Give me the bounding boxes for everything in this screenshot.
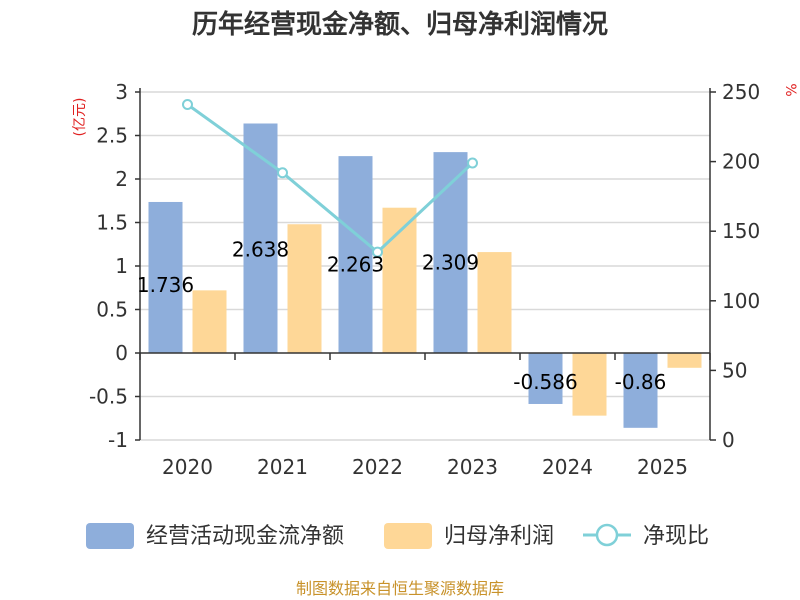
ratio-point: [182, 99, 193, 111]
cashflow-value-label: -0.586: [513, 370, 577, 394]
cashflow-value-label: 2.638: [232, 238, 289, 262]
legend-label-ratio: 净现比: [643, 524, 709, 549]
y-tick-label: -1: [108, 428, 128, 452]
y2-tick-label: 0: [722, 428, 735, 452]
y-tick-label: 2: [115, 167, 128, 191]
y2-tick-label: 250: [722, 80, 760, 104]
cashflow-bar: [243, 123, 278, 353]
netprofit-bar: [572, 353, 607, 416]
cashflow-bar: [623, 353, 658, 428]
cashflow-value-label: 1.736: [137, 273, 194, 297]
x-tick-label: 2023: [447, 455, 498, 479]
x-tick-label: 2024: [542, 455, 593, 479]
y2-tick-label: 50: [722, 358, 747, 382]
y-tick-label: 2.5: [96, 124, 128, 148]
y-tick-label: 1.5: [96, 211, 128, 235]
x-tick-label: 2021: [257, 455, 308, 479]
source-note: 制图数据来自恒生聚源数据库: [296, 579, 504, 598]
ratio-point: [372, 246, 383, 258]
y2-tick-label: 100: [722, 289, 760, 313]
x-tick-label: 2020: [162, 455, 213, 479]
legend-label-netprofit: 归母净利润: [444, 524, 554, 549]
netprofit-bar: [287, 224, 322, 353]
ratio-point: [467, 157, 478, 169]
netprofit-bar: [477, 252, 512, 353]
y-tick-label: 3: [115, 80, 128, 104]
netprofit-bar: [667, 353, 702, 368]
cashflow-bar: [338, 156, 373, 353]
legend-swatch-cashflow: [86, 523, 134, 549]
axes-layer: 3 2.5 2 1.5 1 0.5 0 -0.5 -1 250 200 150 100 50 0 2020 20…: [89, 80, 760, 479]
cashflow-value-label: 2.263: [327, 252, 384, 276]
y2-tick-label: 200: [722, 150, 760, 174]
ratio-line: [186, 103, 474, 255]
chart-title: 历年经营现金净额、归母净利润情况: [192, 9, 608, 40]
y-tick-label: 1: [115, 254, 128, 278]
gridlines: [140, 91, 710, 441]
left-axis-unit: (亿元): [72, 98, 88, 137]
y2-tick-label: 150: [722, 219, 760, 243]
cashflow-value-label: -0.86: [615, 370, 667, 394]
y-tick-label: 0.5: [96, 298, 128, 322]
cashflow-bar: [528, 353, 563, 404]
data-labels-layer: 1.736 2.638 2.263 2.309 -0.586 -0.86: [137, 238, 667, 394]
x-tick-label: 2025: [637, 455, 688, 479]
ratio-line-layer: [182, 99, 478, 258]
legend-swatch-netprofit: [384, 523, 432, 549]
legend-label-cashflow: 经营活动现金流净额: [146, 524, 344, 549]
right-axis-unit: %: [782, 83, 798, 96]
ratio-point: [277, 167, 288, 179]
cashflow-value-label: 2.309: [422, 251, 479, 275]
y-tick-label: -0.5: [89, 385, 128, 409]
y-tick-label: 0: [115, 341, 128, 365]
netprofit-bar: [192, 290, 227, 353]
legend: 经营活动现金流净额 归母净利润 净现比: [86, 523, 709, 549]
legend-marker-ratio: [595, 523, 619, 547]
x-tick-label: 2022: [352, 455, 403, 479]
cashflow-bar: [148, 201, 183, 353]
bars-layer: [148, 123, 702, 428]
